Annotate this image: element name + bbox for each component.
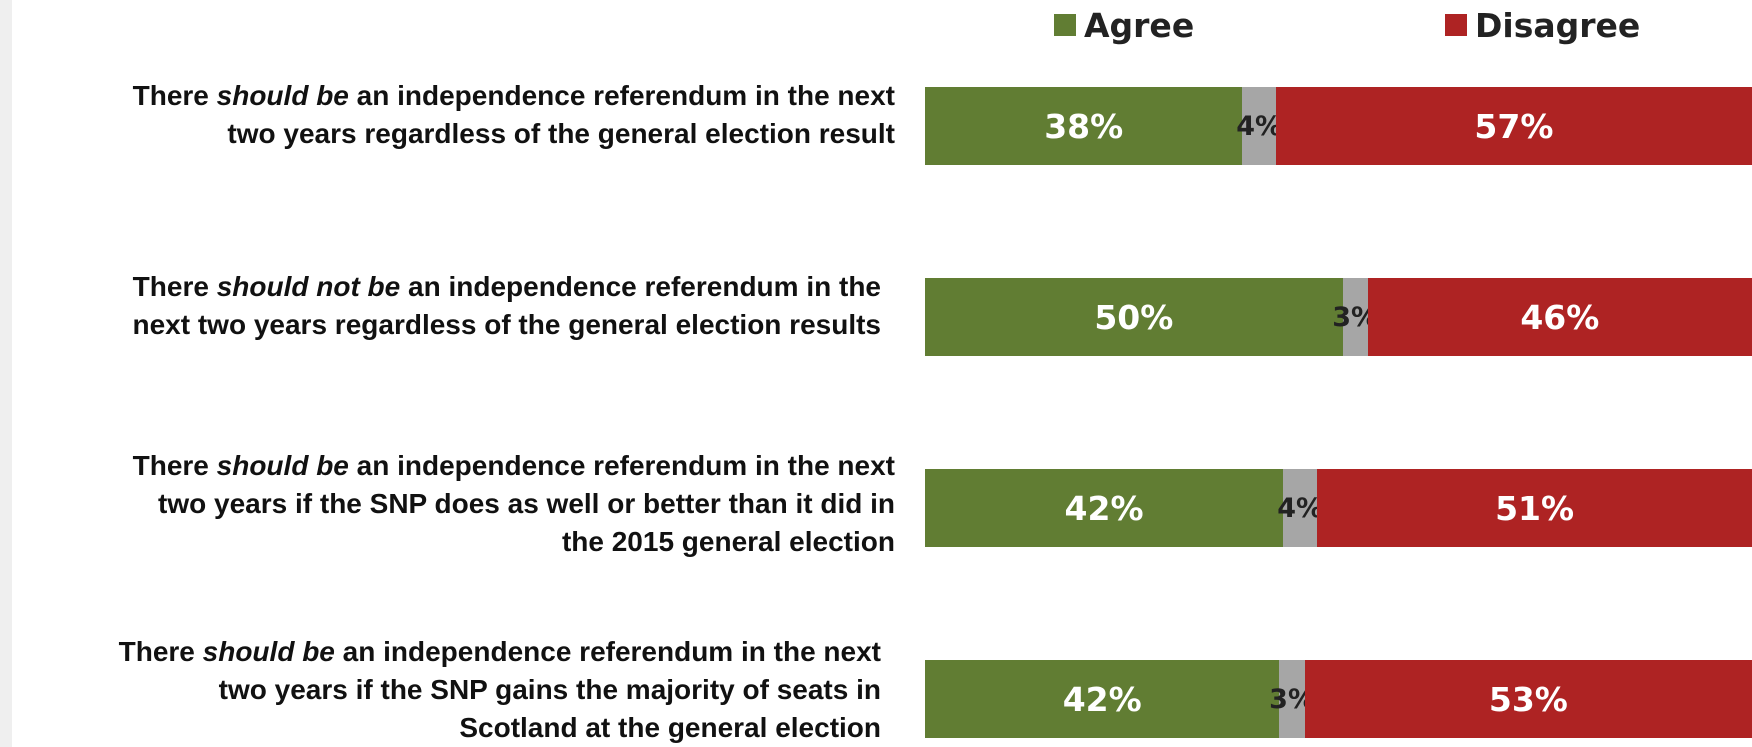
- bar-row: 50% 3% 46%: [925, 278, 1752, 356]
- bar-segment-neutral: 4%: [1236, 87, 1282, 165]
- row-label-line: the 2015 general election: [561, 526, 895, 557]
- bar-segment-disagree: 53%: [1304, 660, 1752, 738]
- row-label: There should not be an independence refe…: [1, 268, 882, 344]
- legend-disagree: Disagree: [1445, 2, 1640, 48]
- data-label: 50%: [1094, 297, 1174, 337]
- left-margin-strip: [0, 0, 12, 747]
- row-label-emphasis: should be: [216, 450, 349, 481]
- row-label-line: There should be an independence referend…: [15, 447, 895, 485]
- row-label-line: There should be an independence referend…: [1, 633, 881, 671]
- row-label: There should be an independence referend…: [15, 77, 895, 153]
- row-label-line: Scotland at the general election: [459, 712, 881, 743]
- data-label: 42%: [1062, 679, 1142, 719]
- legend-label-disagree: Disagree: [1475, 5, 1641, 45]
- row-label-emphasis: should be: [216, 80, 349, 111]
- bar-segment-disagree: 57%: [1275, 87, 1752, 165]
- bar-row: 42% 3% 53%: [925, 660, 1752, 738]
- data-label: 42%: [1064, 488, 1144, 528]
- row-label: There should be an independence referend…: [1, 633, 881, 747]
- row-label-line: two years if the SNP does as well or bet…: [158, 488, 895, 519]
- row-label-text: There: [132, 80, 217, 111]
- row-label-line: There should not be an independence refe…: [1, 268, 881, 306]
- row-label-text: There: [132, 450, 217, 481]
- row-label-text: There: [118, 636, 203, 667]
- legend-agree: Agree: [1054, 2, 1194, 48]
- row-label-line: two years regardless of the general elec…: [227, 118, 895, 149]
- row-label-line: next two years regardless of the general…: [132, 309, 882, 340]
- data-label: 53%: [1488, 679, 1568, 719]
- bar-segment-neutral: 4%: [1277, 469, 1323, 547]
- row-label-line: There should be an independence referend…: [15, 77, 895, 115]
- row-label-text: an independence referendum in the next: [348, 450, 895, 481]
- legend-label-agree: Agree: [1084, 5, 1195, 45]
- data-label: 4%: [1277, 492, 1324, 524]
- data-label: 46%: [1520, 297, 1600, 337]
- bar-segment-neutral: 3%: [1269, 660, 1315, 738]
- data-label: 51%: [1495, 488, 1575, 528]
- bar-segment-disagree: 46%: [1367, 278, 1752, 356]
- row-label-emphasis: should be: [202, 636, 335, 667]
- legend-swatch-disagree: [1445, 14, 1467, 36]
- data-label: 4%: [1236, 110, 1283, 142]
- legend-swatch-agree: [1054, 14, 1076, 36]
- data-label: 38%: [1044, 106, 1124, 146]
- data-label: 57%: [1474, 106, 1554, 146]
- bar-segment-agree: 42%: [925, 469, 1284, 547]
- bar-row: 38% 4% 57%: [925, 87, 1752, 165]
- bar-segment-agree: 50%: [925, 278, 1343, 356]
- row-label: There should be an independence referend…: [15, 447, 895, 561]
- row-label-text: There: [132, 271, 217, 302]
- bar-segment-disagree: 51%: [1317, 469, 1752, 547]
- row-label-emphasis: should not be: [216, 271, 401, 302]
- row-label-text: an independence referendum in the: [400, 271, 881, 302]
- bar-segment-agree: 38%: [925, 87, 1243, 165]
- bar-segment-agree: 42%: [925, 660, 1280, 738]
- row-label-text: an independence referendum in the next: [334, 636, 881, 667]
- bar-segment-neutral: 3%: [1332, 278, 1378, 356]
- row-label-line: two years if the SNP gains the majority …: [218, 674, 881, 705]
- row-label-text: an independence referendum in the next: [348, 80, 895, 111]
- bar-row: 42% 4% 51%: [925, 469, 1752, 547]
